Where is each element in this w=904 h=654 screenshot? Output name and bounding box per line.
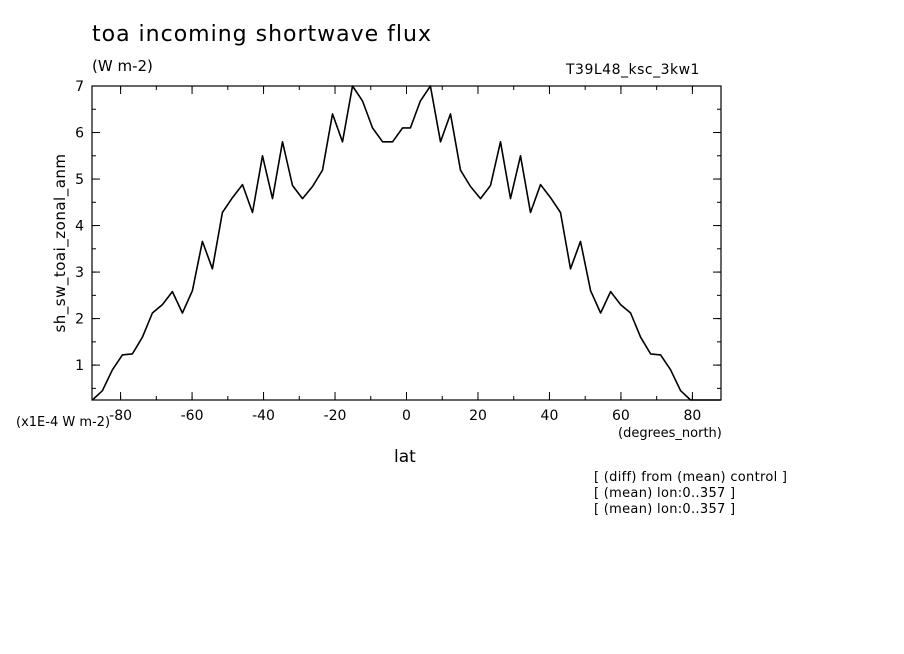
x-tick-label: 80 bbox=[683, 408, 701, 424]
y-tick-label: 5 bbox=[75, 172, 84, 188]
y-tick-label: 7 bbox=[75, 79, 84, 95]
run-id-label: T39L48_ksc_3kw1 bbox=[566, 62, 700, 78]
y-tick-label: 4 bbox=[75, 219, 84, 235]
x-axis-label: lat bbox=[394, 447, 416, 467]
x-tick-label: -40 bbox=[252, 408, 275, 424]
y-tick-label: 2 bbox=[75, 312, 84, 328]
y-tick-label: 6 bbox=[75, 126, 84, 142]
plot-frame bbox=[91, 85, 722, 401]
chart-title: toa incoming shortwave flux bbox=[92, 22, 432, 47]
axis-ticks: -80 -60 -40 -20 0 20 40 60 80 1 2 3 4 5 6 7 bbox=[75, 79, 721, 424]
series-line-0 bbox=[91, 85, 721, 401]
x-tick-label: 20 bbox=[469, 408, 487, 424]
series-group bbox=[91, 85, 721, 401]
x-tick-label: -20 bbox=[324, 408, 347, 424]
x-tick-label: -80 bbox=[109, 408, 132, 424]
x-tick-label: 40 bbox=[541, 408, 559, 424]
y-tick-label: 1 bbox=[75, 358, 84, 374]
x-tick-label: -60 bbox=[181, 408, 204, 424]
x-tick-label: 0 bbox=[402, 408, 411, 424]
note-line-2: [ (mean) lon:0..357 ] bbox=[594, 486, 736, 501]
y-tick-label: 3 bbox=[75, 265, 84, 281]
note-line-3: [ (mean) lon:0..357 ] bbox=[594, 502, 736, 517]
note-line-1: [ (diff) from (mean) control ] bbox=[594, 470, 788, 485]
x-axis-units: (degrees_north) bbox=[618, 426, 722, 441]
units-label: (W m-2) bbox=[92, 57, 153, 75]
y-scale-note: (x1E-4 W m-2) bbox=[16, 415, 111, 430]
x-tick-label: 60 bbox=[612, 408, 630, 424]
